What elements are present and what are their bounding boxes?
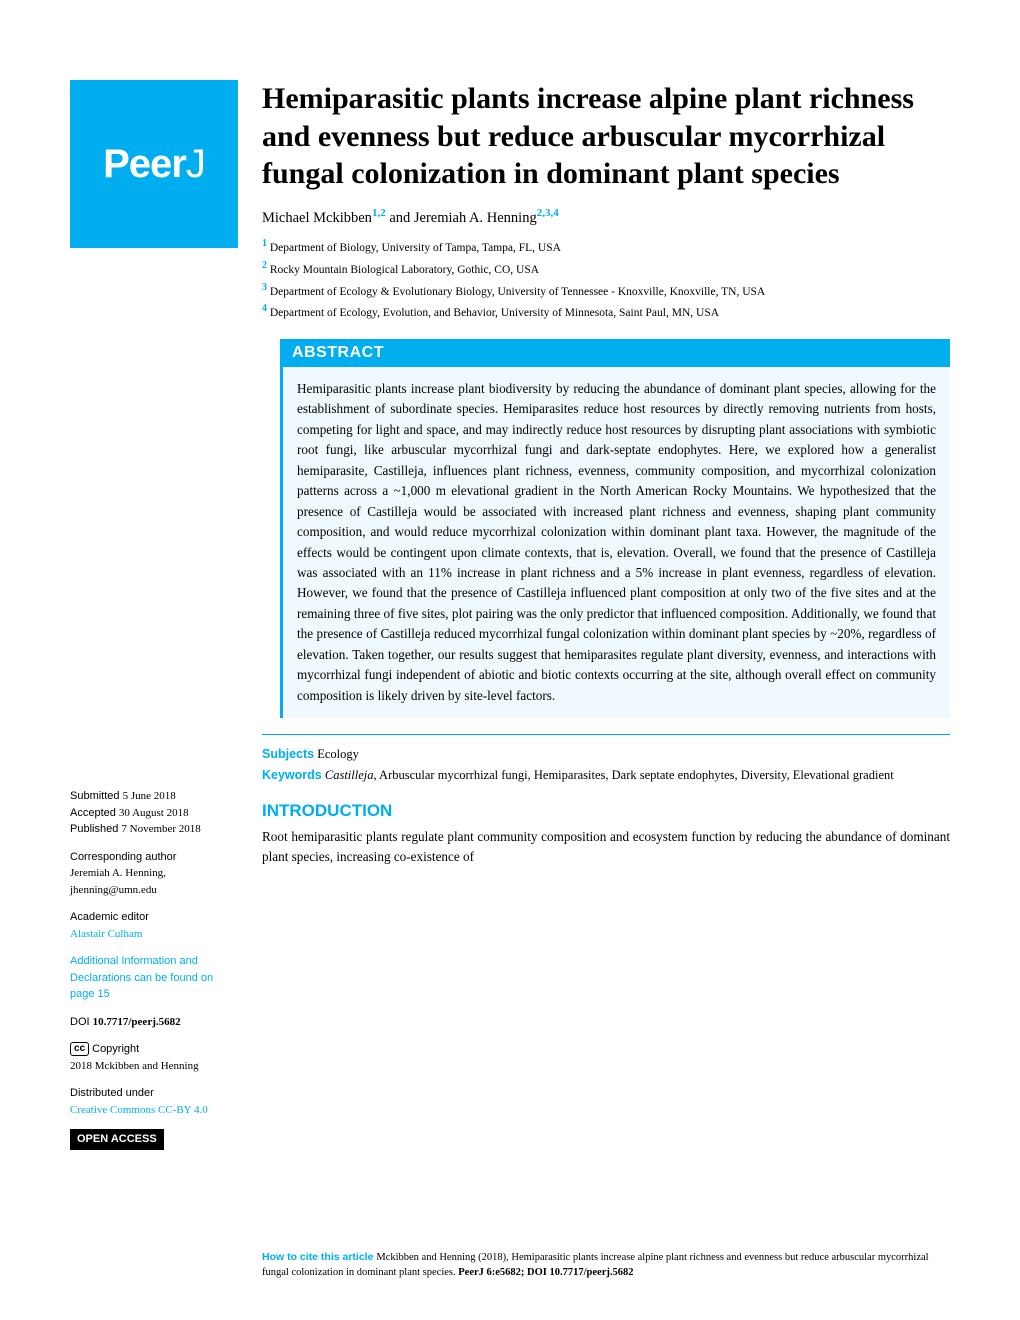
logo-bold: Peer [103, 142, 186, 186]
author-1-sup: 1,2 [372, 207, 386, 219]
author-connector: and [386, 209, 414, 225]
doi-label: DOI [70, 1016, 93, 1028]
affil-text: Department of Ecology & Evolutionary Bio… [267, 285, 765, 297]
citation-footer: How to cite this article Mckibben and He… [262, 1250, 950, 1280]
divider [262, 734, 950, 735]
cc-icon: cc [70, 1042, 89, 1056]
sidebar-metadata: Submitted 5 June 2018 Accepted 30 August… [70, 788, 238, 1150]
author-2: Jeremiah A. Henning [414, 209, 537, 225]
additional-info-link[interactable]: Additional Information and Declarations … [70, 953, 238, 1003]
introduction-heading: INTRODUCTION [262, 801, 950, 821]
abstract-heading: ABSTRACT [280, 339, 950, 367]
accepted-date: 30 August 2018 [119, 807, 189, 819]
copyright-label: Copyright [92, 1043, 139, 1055]
article-title: Hemiparasitic plants increase alpine pla… [262, 80, 950, 193]
author-2-sup: 2,3,4 [537, 207, 559, 219]
accepted-label: Accepted [70, 807, 119, 819]
keywords-value: Castilleja, Arbuscular mycorrhizal fungi… [322, 768, 894, 782]
peerj-logo: PeerJ [70, 80, 238, 248]
abstract-text: Hemiparasitic plants increase plant biod… [280, 367, 950, 718]
open-access-badge: OPEN ACCESS [70, 1129, 164, 1150]
author-1: Michael Mckibben [262, 209, 372, 225]
keywords-line: Keywords Castilleja, Arbuscular mycorrhi… [262, 766, 950, 785]
academic-editor-label: Academic editor [70, 909, 238, 926]
affil-text: Department of Biology, University of Tam… [267, 242, 561, 254]
distributed-label: Distributed under [70, 1085, 238, 1102]
cite-label: How to cite this article [262, 1251, 376, 1263]
copyright-value: 2018 Mckibben and Henning [70, 1058, 238, 1075]
corresponding-author-email: jhenning@umn.edu [70, 882, 238, 899]
affil-text: Rocky Mountain Biological Laboratory, Go… [267, 264, 539, 276]
submitted-label: Submitted [70, 790, 123, 802]
subjects-label: Subjects [262, 747, 314, 761]
keywords-label: Keywords [262, 768, 322, 782]
authors-line: Michael Mckibben1,2 and Jeremiah A. Henn… [262, 207, 950, 227]
subjects-value: Ecology [314, 747, 359, 761]
distributed-link[interactable]: Creative Commons CC-BY 4.0 [70, 1102, 238, 1119]
subjects-line: Subjects Ecology [262, 745, 950, 764]
submitted-date: 5 June 2018 [123, 790, 176, 802]
cite-journal: PeerJ 6:e5682; DOI 10.7717/peerj.5682 [458, 1267, 633, 1278]
logo-thin: J [186, 142, 205, 186]
corresponding-author-name: Jeremiah A. Henning, [70, 865, 238, 882]
published-label: Published [70, 823, 121, 835]
affil-text: Department of Ecology, Evolution, and Be… [267, 307, 719, 319]
published-date: 7 November 2018 [121, 823, 200, 835]
academic-editor-name[interactable]: Alastair Culham [70, 926, 238, 943]
corresponding-author-label: Corresponding author [70, 849, 238, 866]
doi-value[interactable]: 10.7717/peerj.5682 [93, 1016, 181, 1028]
introduction-text: Root hemiparasitic plants regulate plant… [262, 827, 950, 868]
affiliations: 1 Department of Biology, University of T… [262, 236, 950, 323]
